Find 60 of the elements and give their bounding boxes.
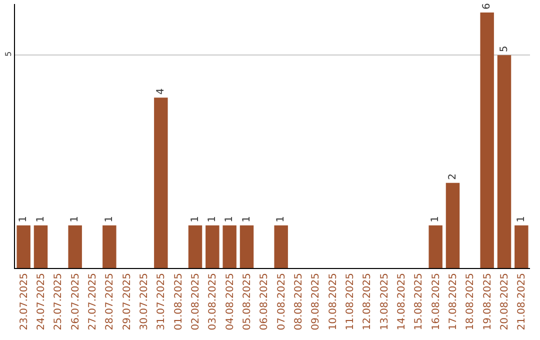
bar: [222, 225, 236, 268]
data-label: 1: [516, 216, 527, 222]
bar: [514, 225, 528, 268]
data-label: 6: [482, 3, 493, 10]
data-label: 5: [498, 46, 510, 52]
bar: [34, 225, 48, 268]
data-label: 2: [447, 173, 458, 180]
x-tick-label: 23.07.2025: [18, 273, 30, 330]
data-label: 1: [224, 216, 236, 222]
x-tick-label: 30.07.2025: [139, 273, 150, 330]
bar: [480, 12, 494, 268]
data-label: 1: [104, 216, 115, 222]
x-tick-label: 20.08.2025: [500, 273, 510, 330]
x-tick-label: 14.08.2025: [396, 273, 408, 330]
data-label: 1: [70, 216, 81, 222]
bar: [446, 182, 460, 268]
x-tick-label: 26.07.2025: [70, 273, 82, 330]
x-tick-label: 10.08.2025: [328, 273, 339, 330]
x-tick-label: 28.07.2025: [104, 273, 116, 330]
data-label: 1: [190, 216, 201, 222]
bar: [428, 225, 442, 268]
data-label: 4: [155, 88, 166, 95]
bar: [206, 225, 220, 268]
bar: [240, 225, 254, 268]
x-tick-label: 05.08.2025: [242, 273, 253, 330]
x-tick-label: 17.08.2025: [448, 273, 459, 330]
data-label: 1: [241, 216, 252, 222]
bar: [154, 98, 168, 268]
x-tick-label: 29.07.2025: [122, 273, 133, 330]
data-label: 1: [206, 216, 218, 222]
x-tick-label: 18.08.2025: [465, 273, 476, 330]
x-tick-label: 16.08.2025: [430, 273, 442, 330]
x-tick-label: 15.08.2025: [414, 273, 425, 330]
x-tick-label: 07.08.2025: [276, 273, 288, 330]
x-tick-label: 06.08.2025: [259, 273, 270, 330]
x-tick-label: 04.08.2025: [224, 273, 236, 330]
bar: [68, 225, 82, 268]
x-tick-label: 21.08.2025: [516, 273, 528, 330]
x-tick-label: 19.08.2025: [482, 273, 494, 330]
data-label: 1: [276, 216, 287, 222]
x-tick-label: 08.08.2025: [294, 273, 304, 330]
x-tick-label: 09.08.2025: [310, 273, 322, 330]
x-tick-label: 03.08.2025: [208, 273, 219, 330]
data-label: 1: [35, 216, 46, 222]
bar: [497, 55, 512, 268]
x-tick-label: 02.08.2025: [190, 273, 202, 330]
data-label: 1: [18, 216, 30, 222]
x-tick-label: 31.07.2025: [156, 273, 168, 330]
x-tick-label: 11.08.2025: [345, 273, 356, 330]
x-tick-label: 24.07.2025: [36, 273, 47, 330]
bar: [16, 225, 30, 268]
x-tick-label: 13.08.2025: [379, 273, 390, 330]
bar: [102, 225, 116, 268]
x-tick-label: 01.08.2025: [173, 273, 184, 330]
x-tick-label: 12.08.2025: [362, 273, 374, 330]
x-tick-label: 27.07.2025: [88, 273, 98, 330]
x-tick-label: 25.07.2025: [53, 273, 64, 330]
bar: [188, 225, 202, 268]
bar: [274, 225, 288, 268]
data-label: 1: [430, 216, 442, 222]
